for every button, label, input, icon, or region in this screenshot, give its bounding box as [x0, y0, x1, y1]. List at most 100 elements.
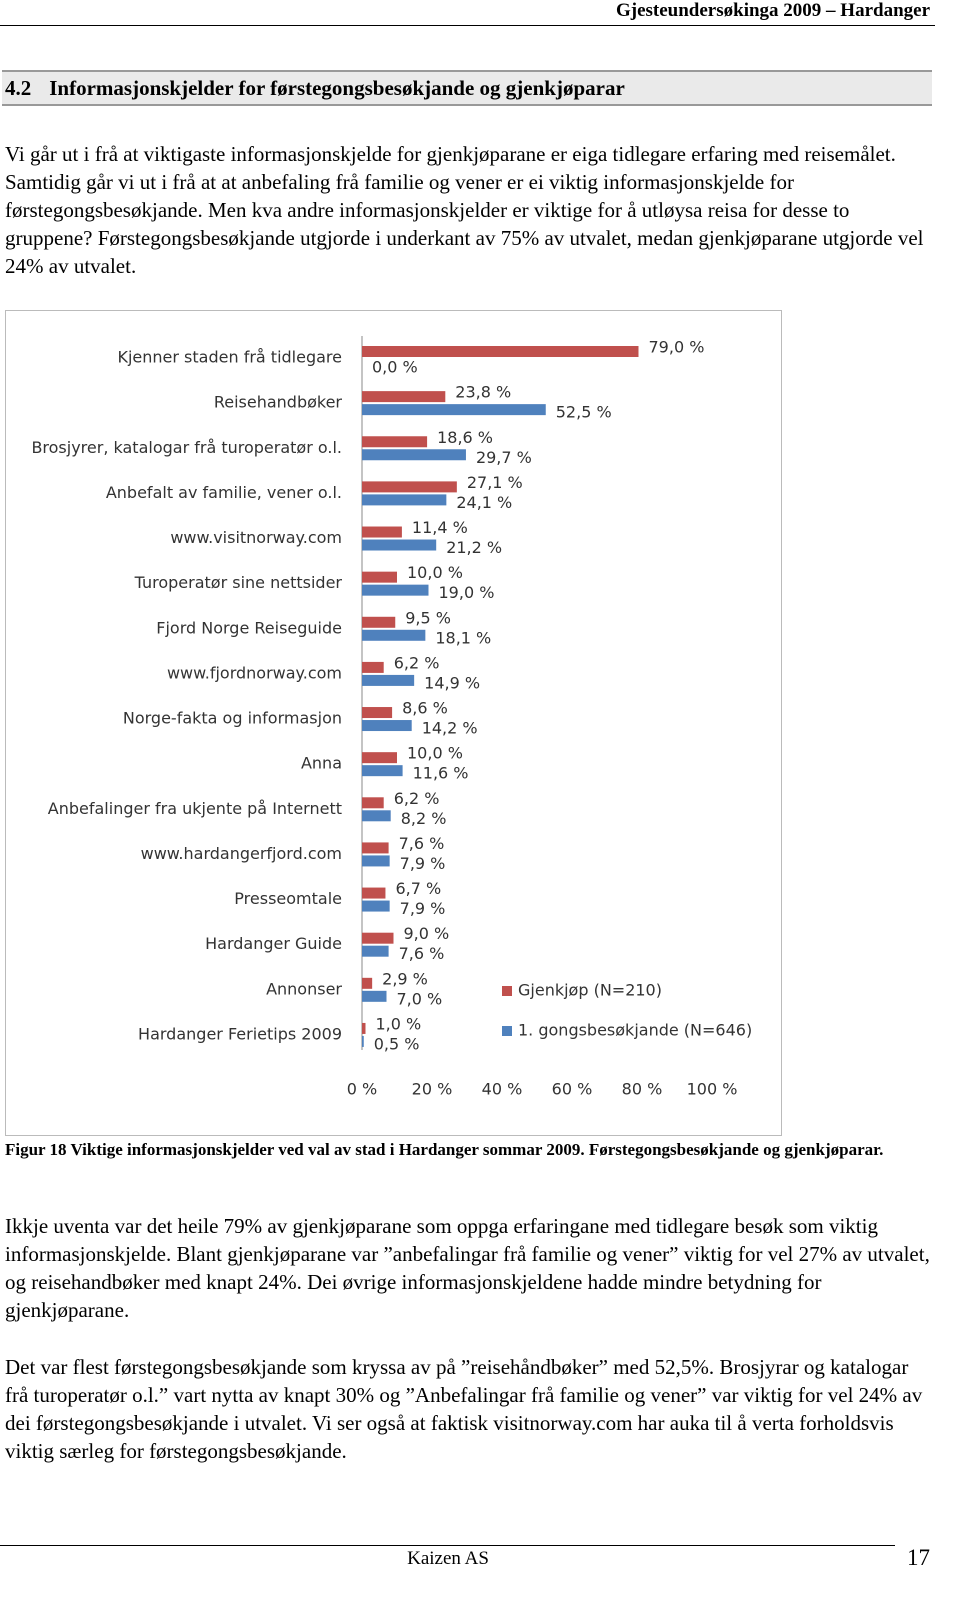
x-tick-label: 60 % [552, 1080, 593, 1099]
paragraph: Det var flest førstegongsbesøkjande som … [5, 1355, 923, 1463]
value-label: 10,0 % [407, 744, 463, 763]
category-label: Anbefalinger fra ukjente på Internett [48, 799, 342, 818]
bar [362, 720, 412, 732]
category-label: Fjord Norge Reiseguide [156, 618, 342, 637]
value-label: 8,6 % [402, 699, 448, 718]
bar [362, 436, 428, 448]
figure-caption: Figur 18 Viktige informasjonskjelder ved… [5, 1140, 884, 1159]
bar [362, 584, 429, 596]
category-label: www.fjordnorway.com [167, 663, 342, 682]
x-tick-label: 20 % [412, 1080, 453, 1099]
header-rule [0, 25, 935, 26]
value-label: 7,6 % [399, 944, 445, 963]
bar [362, 810, 391, 822]
value-label: 9,0 % [404, 924, 450, 943]
bar [362, 932, 394, 944]
value-label: 24,1 % [456, 493, 512, 512]
value-label: 7,9 % [400, 899, 446, 918]
paragraph: Ikkje uventa var det heile 79% av gjenkj… [5, 1214, 930, 1322]
x-tick-label: 0 % [347, 1080, 377, 1099]
bar [362, 752, 397, 764]
category-label: www.hardangerfjord.com [141, 844, 342, 863]
value-label: 6,7 % [395, 879, 441, 898]
bar [362, 674, 415, 686]
footer-rule [0, 1545, 895, 1546]
legend-entry: 1. gongsbesøkjande (N=646) [518, 1021, 752, 1040]
value-label: 1,0 % [376, 1014, 422, 1033]
value-label: 14,2 % [422, 719, 478, 738]
value-label: 52,5 % [556, 403, 612, 422]
value-label: 14,9 % [424, 673, 480, 692]
bar [362, 900, 390, 912]
value-label: 11,6 % [413, 764, 469, 783]
footer-company: Kaizen AS [407, 1548, 489, 1569]
bar [362, 539, 437, 551]
running-header: Gjesteundersøkinga 2009 – Hardanger [615, 0, 930, 21]
page-number: 17 [907, 1545, 930, 1570]
value-label: 6,2 % [394, 789, 440, 808]
bar [362, 481, 457, 493]
value-label: 7,6 % [399, 834, 445, 853]
value-label: 19,0 % [439, 583, 495, 602]
category-label: Brosjyrer, katalogar frå turoperatør o.l… [31, 438, 342, 457]
value-label: 0,5 % [374, 1034, 420, 1053]
section-heading: 4.2 Informasjonskjelder for førstegongsbe… [2, 70, 932, 106]
value-label: 10,0 % [407, 563, 463, 582]
value-label: 79,0 % [649, 338, 705, 357]
bar [362, 661, 384, 673]
value-label: 0,0 % [372, 358, 418, 377]
paragraph: Vi går ut i frå at viktigaste informasjo… [5, 142, 924, 278]
value-label: 23,8 % [455, 383, 511, 402]
bar [362, 571, 397, 583]
category-label: Norge-fakta og informasjon [123, 709, 342, 728]
legend-swatch [502, 1026, 512, 1036]
category-label: Kjenner staden frå tidlegare [117, 348, 342, 367]
bar [362, 945, 389, 957]
x-tick-label: 40 % [482, 1080, 523, 1099]
chart: 0 % 20 % 40 % 60 % 80 % 100 % Kjenner staden f… [5, 310, 782, 1136]
legend-swatch [502, 986, 512, 996]
value-label: 8,2 % [401, 809, 447, 828]
x-tick-label: 80 % [622, 1080, 663, 1099]
bar [362, 707, 393, 719]
bar [362, 391, 446, 403]
bar [362, 977, 373, 989]
category-label: Hardanger Guide [205, 934, 342, 953]
legend-entry: Gjenkjøp (N=210) [518, 981, 662, 1000]
section-number: 4.2 [5, 76, 32, 100]
bar [362, 449, 466, 461]
category-label: Annonser [266, 979, 342, 998]
category-label: Anbefalt av familie, vener o.l. [106, 483, 342, 502]
bar [362, 797, 384, 809]
category-label: Presseomtale [234, 889, 342, 908]
category-label: Hardanger Ferietips 2009 [138, 1024, 342, 1043]
value-label: 7,0 % [397, 989, 443, 1008]
value-label: 21,2 % [446, 538, 502, 557]
bar [362, 1022, 366, 1034]
bar [362, 526, 402, 538]
value-label: 9,5 % [405, 608, 451, 627]
bar [362, 990, 387, 1002]
value-label: 29,7 % [476, 448, 532, 467]
value-label: 2,9 % [382, 969, 428, 988]
value-label: 6,2 % [394, 653, 440, 672]
bar [362, 404, 546, 416]
bar [362, 1035, 364, 1047]
bar [362, 346, 639, 357]
value-label: 18,1 % [435, 628, 491, 647]
value-label: 18,6 % [437, 428, 493, 447]
bar [362, 494, 447, 506]
section-title: Informasjonskjelder for førstegongsbesøk… [49, 76, 625, 100]
x-tick-label: 100 % [687, 1080, 738, 1099]
value-label: 27,1 % [467, 473, 523, 492]
bar [362, 765, 403, 777]
bar [362, 887, 386, 899]
bar [362, 855, 390, 867]
value-label: 11,4 % [412, 518, 468, 537]
bar [362, 629, 426, 641]
bar [362, 842, 389, 854]
category-label: Turoperatør sine nettsider [134, 573, 343, 592]
category-label: www.visitnorway.com [170, 528, 342, 547]
value-label: 7,9 % [400, 854, 446, 873]
